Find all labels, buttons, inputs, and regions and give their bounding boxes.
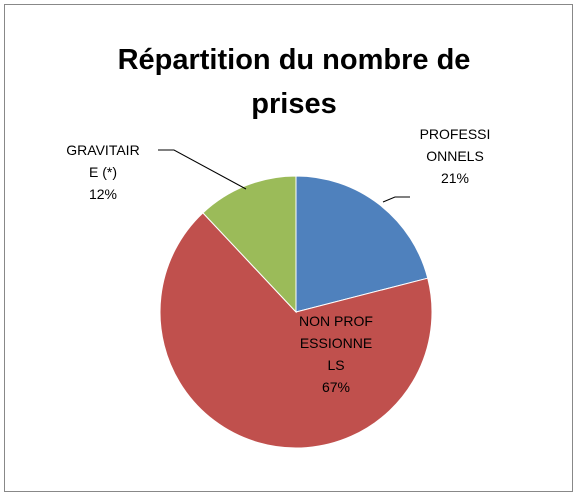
chart-frame: [4, 4, 573, 492]
value-label: 12%: [88, 186, 118, 202]
slice-label: GRAVITAIRE (*) 12%: [48, 139, 158, 205]
category-label: PROFESSIONNELS: [419, 126, 491, 164]
chart-title: Répartition du nombre de prises: [117, 44, 471, 120]
pie-slice: [202, 175, 297, 314]
category-label: GRAVITAIRE (*): [66, 142, 140, 180]
pie-slice: [295, 175, 429, 313]
slice-label: PROFESSIONNELS 21%: [400, 123, 510, 189]
leader-line: [158, 149, 247, 190]
leader-line: [382, 196, 410, 203]
pie-slice: [159, 212, 433, 449]
value-label: 21%: [440, 170, 470, 186]
slice-label: NON PROFESSIONNELS 67%: [281, 310, 391, 398]
value-label: 67%: [321, 379, 351, 395]
category-label: NON PROFESSIONNELS: [299, 313, 373, 373]
